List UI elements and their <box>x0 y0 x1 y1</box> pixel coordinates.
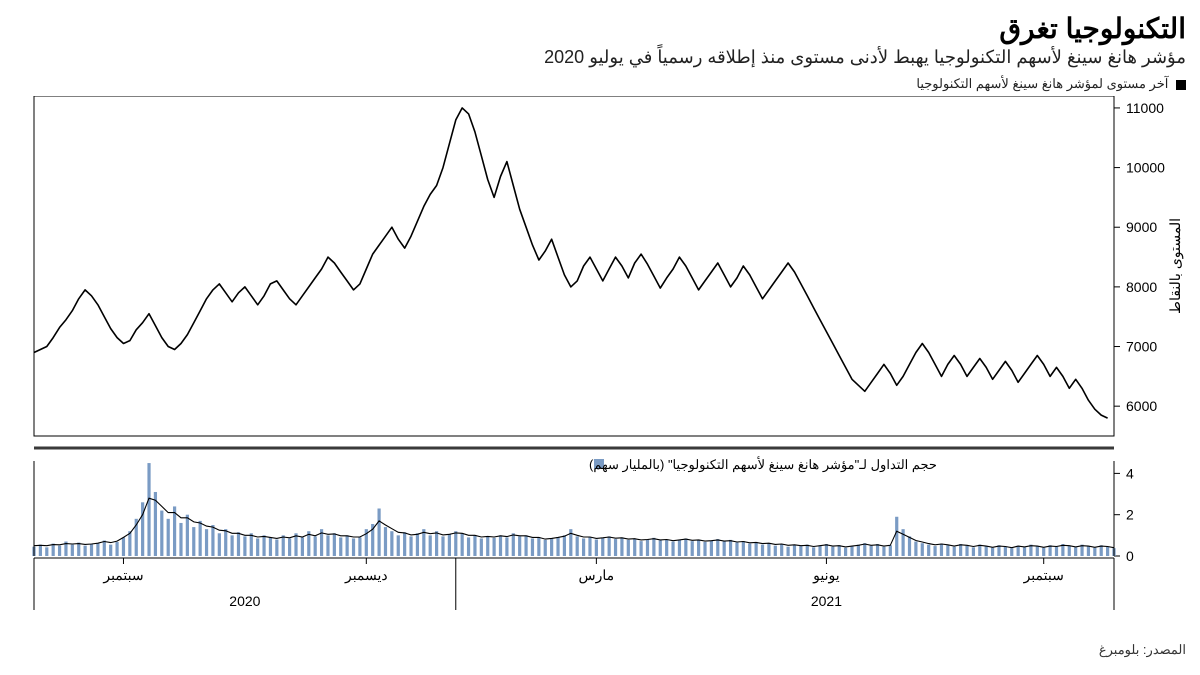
chart-source: المصدر: بلومبرغ <box>14 642 1186 658</box>
svg-text:المستوى بالنقاط: المستوى بالنقاط <box>1167 218 1184 314</box>
chart-svg: 6000 7000 8000 9000 10000 11000 المستوى بالنقا… <box>14 96 1186 636</box>
chart-title: التكنولوجيا تغرق <box>14 12 1186 45</box>
svg-text:سبتمبر: سبتمبر <box>102 567 143 584</box>
svg-text:سبتمبر: سبتمبر <box>1023 567 1064 584</box>
svg-text:7000: 7000 <box>1126 339 1157 355</box>
svg-text:9000: 9000 <box>1126 219 1157 235</box>
svg-text:0: 0 <box>1126 548 1134 564</box>
legend-swatch-line <box>1176 80 1186 90</box>
svg-text:8000: 8000 <box>1126 279 1157 295</box>
svg-text:2: 2 <box>1126 507 1134 523</box>
svg-text:10000: 10000 <box>1126 160 1165 176</box>
chart-area: 6000 7000 8000 9000 10000 11000 المستوى بالنقا… <box>14 96 1186 636</box>
svg-text:6000: 6000 <box>1126 398 1157 414</box>
svg-text:يونيو: يونيو <box>812 567 840 584</box>
svg-text:11000: 11000 <box>1126 100 1164 116</box>
svg-text:حجم التداول لـ"مؤشر هانغ سينغ: حجم التداول لـ"مؤشر هانغ سينغ لأسهم التك… <box>589 456 937 473</box>
svg-text:4: 4 <box>1126 465 1134 481</box>
svg-text:2020: 2020 <box>229 593 260 609</box>
chart-subtitle: مؤشر هانغ سينغ لأسهم التكنولوجيا يهبط لأ… <box>14 47 1186 68</box>
legend-line: آخر مستوى لمؤشر هانغ سينغ لأسهم التكنولو… <box>14 76 1186 92</box>
svg-text:مارس: مارس <box>579 567 615 584</box>
svg-text:2021: 2021 <box>811 593 842 609</box>
svg-text:ديسمبر: ديسمبر <box>344 567 388 584</box>
legend-line-text: آخر مستوى لمؤشر هانغ سينغ لأسهم التكنولو… <box>916 76 1168 91</box>
